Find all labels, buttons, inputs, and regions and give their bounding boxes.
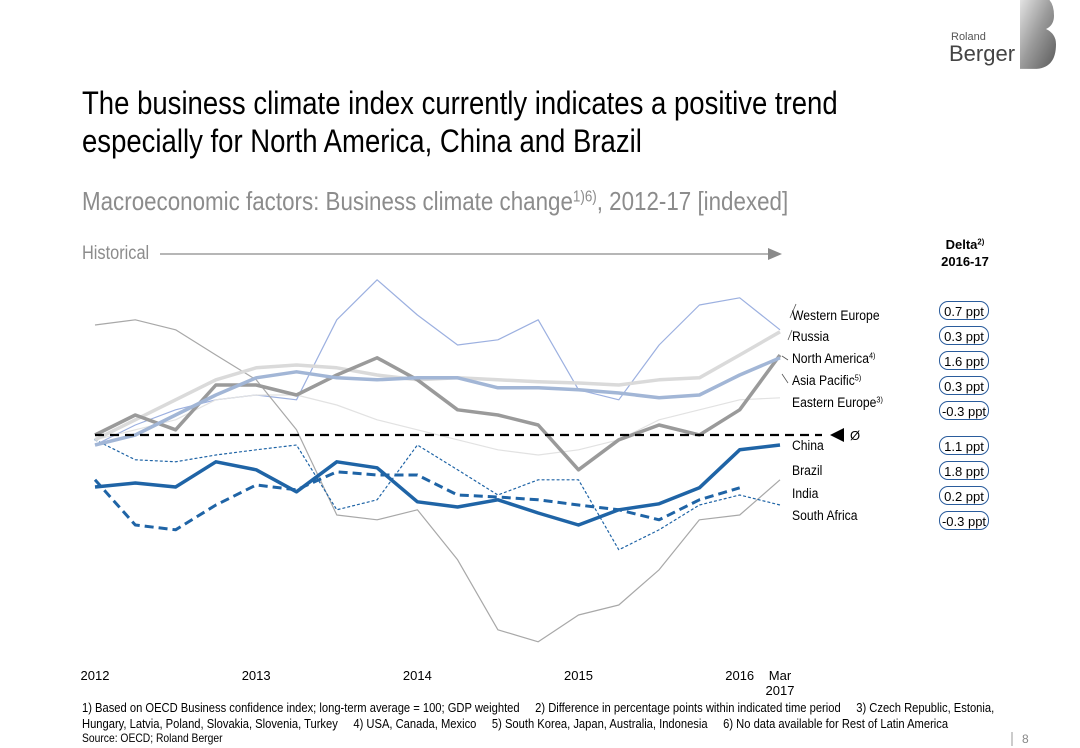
page-number: 8 — [1022, 732, 1029, 746]
series-line — [94, 353, 782, 472]
legend-entry: South Africa — [792, 508, 858, 524]
delta-title-note: 2) — [977, 237, 985, 247]
legend-entry: Eastern Europe3) — [792, 395, 883, 411]
delta-box: -0.3 ppt — [939, 401, 989, 420]
title-line: The business climate index currently ind… — [82, 85, 838, 121]
legend-label: China — [792, 438, 824, 453]
series-line — [94, 319, 781, 643]
legend-label: Western Europe — [792, 308, 880, 323]
brand-line1: Roland — [951, 31, 986, 43]
legend-note: 5) — [854, 373, 862, 383]
x-tick-label: 2012 — [80, 668, 110, 683]
delta-box: 1.1 ppt — [939, 436, 989, 455]
x-tick-label: 2015 — [564, 668, 593, 683]
delta-box: 0.3 ppt — [939, 326, 989, 345]
series-line — [94, 330, 781, 442]
title-line: especially for North America, China and … — [82, 123, 642, 159]
legend-label: South Africa — [792, 508, 858, 523]
delta-box: 0.3 ppt — [939, 376, 989, 395]
legend-entry: China — [792, 438, 824, 454]
delta-box: 0.2 ppt — [939, 486, 989, 505]
series-line — [94, 394, 781, 456]
delta-box: 1.8 ppt — [939, 461, 989, 480]
series-line — [94, 356, 781, 447]
footnotes: 1) Based on OECD Business confidence ind… — [82, 700, 994, 747]
footnote-line: 1) Based on OECD Business confidence ind… — [82, 700, 995, 715]
series-line — [94, 443, 781, 527]
footnote-line: Hungary, Latvia, Poland, Slovakia, Slove… — [82, 715, 949, 731]
legend-entry: Russia — [792, 329, 829, 345]
delta-box: 0.7 ppt — [939, 301, 989, 320]
title: The business climate index currently ind… — [82, 84, 838, 160]
average-label: Ø — [850, 428, 860, 443]
leader-lines — [781, 303, 797, 384]
series-line — [93, 470, 741, 532]
period-label: Historical — [82, 243, 150, 264]
delta-box: 1.6 ppt — [939, 351, 989, 370]
legend-label: North America — [792, 351, 869, 366]
delta-title-text: Delta — [945, 237, 978, 252]
average-marker — [830, 428, 844, 442]
legend-label: Brazil — [792, 463, 823, 478]
legend-note: 3) — [876, 395, 883, 405]
series-line — [94, 279, 781, 446]
x-tick-label: 2016 — [725, 668, 755, 683]
legend-entry: India — [792, 486, 818, 502]
delta-title: Delta2) — [925, 236, 1005, 253]
period-arrow-head — [768, 248, 782, 260]
legend-label: Asia Pacific — [792, 373, 855, 388]
source: Source: OECD; Roland Berger — [82, 731, 223, 745]
logo-mark — [1020, 0, 1056, 69]
subtitle-end: , 2012-17 [indexed] — [596, 186, 789, 216]
series-line — [94, 439, 781, 551]
delta-header: Delta2) 2016-17 — [925, 236, 1005, 270]
x-tick-label: 2013 — [241, 668, 271, 683]
legend-entry: Asia Pacific5) — [792, 373, 861, 389]
legend-entry: Western Europe — [792, 308, 880, 324]
delta-box: -0.3 ppt — [939, 511, 989, 530]
subtitle-text: Macroeconomic factors: Business climate … — [82, 186, 573, 216]
subtitle-note: 1)6) — [572, 188, 597, 206]
brand-line2: Berger — [949, 41, 1016, 66]
delta-period: 2016-17 — [941, 254, 989, 269]
x-tick-label: 2014 — [402, 668, 432, 683]
subtitle: Macroeconomic factors: Business climate … — [82, 186, 788, 217]
legend-label: India — [792, 486, 819, 501]
x-tick-label: Mar 2017 — [765, 668, 795, 698]
legend-note: 4) — [868, 351, 876, 361]
legend-label: Russia — [792, 329, 830, 344]
legend-entry: Brazil — [792, 463, 822, 479]
legend-entry: North America4) — [792, 351, 875, 367]
legend-label: Eastern Europe — [792, 395, 877, 410]
